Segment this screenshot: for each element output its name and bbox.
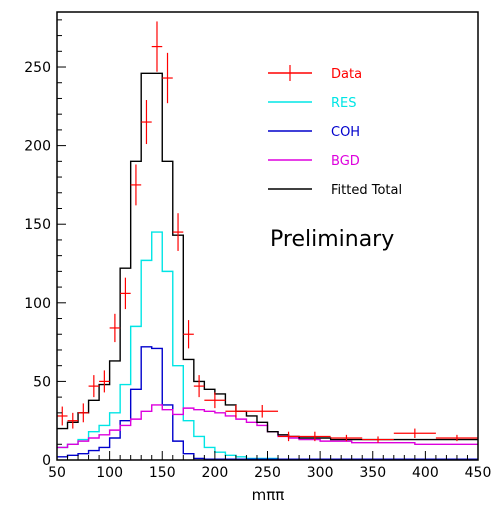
data-point [67, 412, 79, 429]
data-point [393, 428, 436, 438]
data-point [151, 21, 163, 72]
data-point [78, 403, 89, 423]
legend-entry-bgd: BGD [268, 154, 360, 169]
x-tick-label: 100 [96, 465, 123, 481]
x-tick-label: 50 [48, 465, 66, 481]
y-tick-label: 100 [24, 296, 51, 312]
legend-entry-res: RES [268, 96, 357, 111]
x-tick-label: 150 [149, 465, 176, 481]
data-point [362, 436, 394, 443]
legend: Data RES COH BGD Fitted Total [268, 65, 402, 198]
data-point [299, 431, 331, 442]
data-point [278, 431, 300, 442]
y-tick-label: 0 [42, 453, 51, 469]
data-point [109, 313, 121, 343]
plot-series-layer [57, 72, 478, 460]
preliminary-annotation: Preliminary [270, 227, 394, 252]
data-point [99, 370, 110, 393]
data-point [193, 375, 205, 398]
axes: 50 100 150 200 250 300 350 400 45005010015020025… [24, 19, 492, 481]
data-point [172, 213, 184, 251]
y-tick-label: 50 [33, 374, 51, 390]
x-axis-label: mππ [252, 486, 285, 504]
data-point [246, 404, 279, 418]
x-tick-label: 300 [307, 465, 334, 481]
x-tick-label: 350 [359, 465, 386, 481]
legend-label: Data [331, 67, 362, 82]
data-point [183, 320, 194, 349]
data-point [120, 277, 131, 310]
legend-label: RES [331, 96, 357, 111]
legend-label: Fitted Total [331, 183, 402, 198]
data-point [435, 434, 478, 442]
y-tick-label: 250 [24, 60, 51, 76]
y-tick-label: 200 [24, 139, 51, 155]
x-tick-label: 250 [254, 465, 281, 481]
data-point [88, 375, 100, 398]
data-points-layer [57, 21, 478, 443]
data-point [162, 52, 173, 104]
legend-label: BGD [331, 154, 360, 169]
legend-label: COH [331, 125, 360, 140]
x-tick-label: 400 [412, 465, 439, 481]
legend-entry-data: Data [268, 65, 362, 82]
data-point [330, 434, 363, 442]
data-point [204, 392, 226, 409]
y-tick-label: 150 [24, 217, 51, 233]
legend-entry-coh: COH [268, 125, 360, 140]
legend-entry-fitted-total: Fitted Total [268, 183, 402, 198]
x-tick-label: 450 [465, 465, 492, 481]
data-point [130, 164, 142, 206]
data-point [57, 406, 68, 426]
data-point [141, 100, 152, 145]
x-tick-label: 200 [202, 465, 229, 481]
data-point [225, 404, 247, 418]
